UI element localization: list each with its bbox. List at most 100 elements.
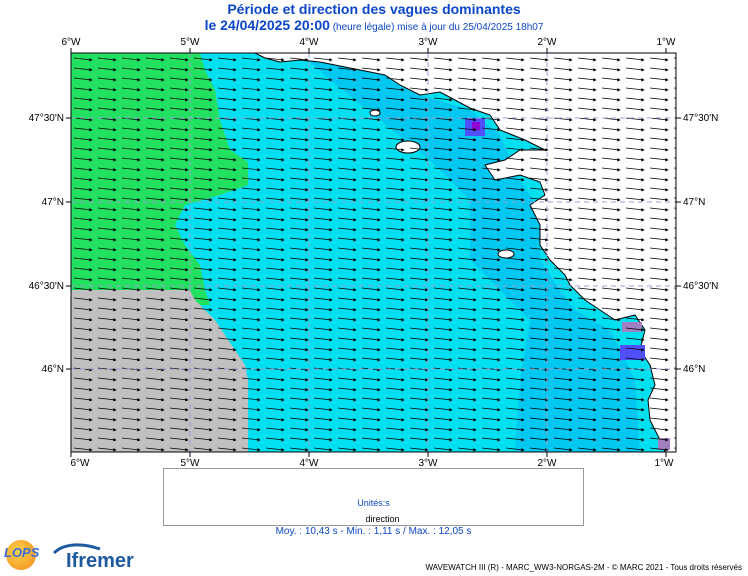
direction-arrow — [337, 207, 357, 212]
direction-arrow — [241, 437, 261, 442]
direction-arrow — [553, 107, 573, 112]
direction-arrow — [673, 57, 676, 59]
lat-label-left: 47°30'N — [29, 113, 64, 124]
direction-arrow — [385, 397, 405, 402]
lat-label-left: 46°30'N — [29, 281, 64, 292]
direction-arrow — [553, 407, 573, 412]
direction-arrow — [337, 217, 357, 222]
direction-arrow — [241, 287, 261, 292]
direction-arrow — [217, 417, 237, 422]
direction-arrow — [625, 237, 645, 242]
direction-arrow — [649, 247, 669, 252]
direction-arrow — [121, 87, 141, 92]
direction-arrow — [481, 197, 501, 202]
direction-arrow — [433, 97, 453, 102]
direction-arrow — [649, 437, 669, 442]
direction-arrow — [265, 277, 285, 282]
direction-arrow — [169, 377, 189, 382]
direction-arrow — [649, 167, 669, 172]
direction-arrow — [265, 447, 285, 452]
direction-arrow — [121, 137, 141, 142]
direction-arrow — [505, 307, 525, 312]
direction-arrow — [529, 177, 549, 182]
direction-arrow — [97, 207, 117, 212]
direction-arrow — [457, 227, 477, 232]
direction-arrow — [553, 127, 573, 132]
direction-arrow — [337, 437, 357, 442]
direction-arrow — [553, 137, 573, 142]
direction-arrow — [553, 347, 573, 352]
direction-arrow — [409, 237, 429, 242]
direction-arrow — [265, 237, 285, 242]
direction-arrow — [121, 387, 141, 392]
direction-arrow — [145, 237, 165, 242]
direction-arrow — [121, 407, 141, 412]
direction-arrow — [169, 397, 189, 402]
direction-arrow — [217, 427, 237, 432]
legend-swatch — [520, 472, 538, 482]
direction-arrow — [409, 147, 429, 152]
direction-arrow — [289, 137, 309, 142]
legend-tick-label: -∞ — [167, 486, 174, 493]
direction-arrow — [241, 217, 261, 222]
direction-arrow — [577, 347, 597, 352]
direction-arrow — [265, 327, 285, 332]
direction-arrow — [577, 207, 597, 212]
direction-arrow — [73, 307, 93, 312]
direction-arrow — [73, 247, 93, 252]
direction-arrow — [313, 267, 333, 272]
direction-arrow — [625, 157, 645, 162]
lon-label-bottom: 1°W — [655, 458, 675, 469]
legend-swatch — [389, 472, 407, 482]
direction-arrow — [337, 347, 357, 352]
direction-arrow — [601, 337, 621, 342]
direction-arrow — [385, 197, 405, 202]
legend-swatch — [208, 472, 226, 482]
direction-arrow — [385, 437, 405, 442]
direction-arrow — [433, 387, 453, 392]
direction-arrow — [601, 227, 621, 232]
direction-arrow — [169, 287, 189, 292]
direction-arrow — [529, 137, 549, 142]
direction-arrow — [505, 277, 525, 282]
direction-arrow — [289, 217, 309, 222]
direction-arrow — [505, 157, 525, 162]
direction-arrow — [601, 297, 621, 302]
direction-arrow — [553, 67, 573, 72]
direction-arrow — [361, 437, 381, 442]
direction-arrow — [73, 117, 93, 122]
direction-arrow — [577, 217, 597, 222]
direction-arrow — [145, 287, 165, 292]
direction-arrow — [193, 317, 213, 322]
direction-arrow — [97, 297, 117, 302]
direction-arrow — [433, 127, 453, 132]
direction-arrow — [145, 97, 165, 102]
direction-arrow — [409, 397, 429, 402]
ifremer-wave-icon — [52, 543, 101, 555]
direction-arrow — [601, 207, 621, 212]
direction-arrow — [553, 377, 573, 382]
direction-arrow — [529, 317, 549, 322]
direction-arrow — [385, 67, 405, 72]
direction-arrow — [241, 247, 261, 252]
direction-arrow — [529, 257, 549, 262]
direction-arrow — [601, 407, 621, 412]
direction-arrow — [121, 67, 141, 72]
direction-arrow — [73, 187, 93, 192]
direction-arrow — [337, 147, 357, 152]
direction-arrow — [361, 347, 381, 352]
direction-arrow — [73, 67, 93, 72]
direction-arrow — [625, 197, 645, 202]
direction-arrow — [409, 167, 429, 172]
direction-arrow — [433, 217, 453, 222]
direction-arrow — [673, 267, 676, 269]
direction-arrow — [73, 377, 93, 382]
direction-arrow — [169, 157, 189, 162]
direction-arrow — [625, 267, 645, 272]
direction-arrow — [601, 237, 621, 242]
direction-arrow — [289, 407, 309, 412]
direction-arrow — [553, 57, 573, 62]
direction-arrow — [385, 187, 405, 192]
legend-swatch — [225, 472, 243, 482]
direction-arrow — [265, 257, 285, 262]
